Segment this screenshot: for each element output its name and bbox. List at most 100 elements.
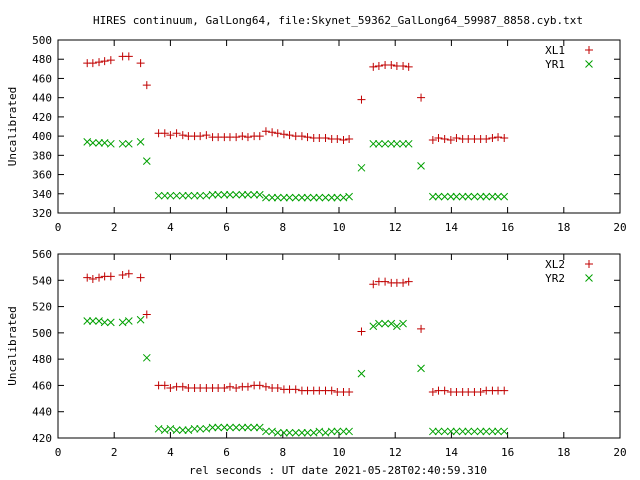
data-point — [375, 319, 383, 328]
data-point — [244, 423, 252, 432]
data-point — [142, 81, 151, 90]
data-point — [387, 60, 396, 69]
data-point — [417, 93, 426, 102]
x-tick-label: 10 — [332, 221, 345, 234]
data-point — [298, 193, 306, 202]
data-point — [440, 134, 449, 143]
x-tick-label: 6 — [223, 446, 230, 459]
y-axis-label: Uncalibrated — [6, 306, 19, 385]
data-point — [208, 423, 217, 432]
data-point — [470, 427, 479, 436]
data-point — [88, 59, 97, 68]
data-point — [452, 427, 461, 436]
data-point — [106, 272, 115, 281]
x-tick-label: 16 — [501, 446, 514, 459]
x-tick-label: 12 — [389, 446, 402, 459]
legend-label: YR1 — [545, 58, 565, 71]
plot-frame — [57, 253, 621, 439]
data-point — [136, 273, 145, 282]
data-point — [488, 192, 497, 201]
y-tick-label: 560 — [32, 248, 52, 261]
data-point — [494, 192, 502, 201]
data-point — [327, 427, 336, 436]
data-point — [404, 277, 413, 286]
data-point — [202, 191, 211, 200]
data-point — [399, 278, 408, 287]
y-tick-label: 380 — [32, 149, 52, 162]
y-tick-label: 440 — [32, 92, 52, 105]
data-point — [399, 319, 407, 328]
data-point — [345, 192, 353, 201]
data-point — [315, 193, 324, 202]
data-point — [452, 192, 461, 201]
data-point — [285, 193, 294, 202]
data-point — [381, 277, 390, 286]
data-point — [273, 384, 282, 393]
data-point — [428, 388, 437, 396]
data-point — [369, 139, 378, 148]
data-point — [345, 134, 354, 143]
data-point — [124, 52, 133, 61]
panel-1: 0 2 4 6 8 10 12 14 16 18 20 320 340 360 380 400 420 440 46… — [6, 34, 627, 234]
data-point — [494, 427, 502, 436]
data-point — [166, 131, 175, 140]
data-point — [452, 134, 461, 143]
data-point — [136, 138, 145, 146]
data-point — [232, 384, 241, 393]
y-tick-label: 360 — [32, 169, 52, 182]
data-point — [369, 280, 378, 289]
data-point — [190, 424, 199, 433]
data-point — [154, 191, 163, 200]
plot-frame — [57, 39, 621, 214]
y-tick-label: 440 — [32, 406, 52, 419]
data-point — [172, 426, 181, 434]
data-point — [399, 61, 408, 70]
data-point — [321, 134, 330, 143]
data-point — [160, 191, 169, 200]
y-axis-label: Uncalibrated — [6, 87, 19, 166]
data-point — [399, 139, 407, 148]
data-point — [357, 163, 366, 172]
data-point — [95, 273, 104, 282]
data-point — [88, 274, 97, 283]
data-point — [172, 191, 181, 200]
data-point — [136, 59, 145, 68]
data-point — [106, 139, 115, 148]
data-point — [226, 190, 234, 199]
y-tick-label: 320 — [32, 207, 52, 220]
y-tick-label: 540 — [32, 274, 52, 287]
data-point — [273, 428, 282, 437]
x-axis-label: rel seconds : UT date 2021-05-28T02:40:5… — [189, 464, 487, 477]
data-point — [357, 95, 366, 104]
data-point — [476, 192, 485, 201]
data-point — [458, 427, 467, 436]
data-point — [434, 134, 443, 143]
data-point — [268, 128, 277, 137]
data-point — [458, 192, 467, 201]
panel-2: 0 2 4 6 8 10 12 14 16 18 20 420 440 460 480 500 520 540 56… — [6, 248, 627, 459]
data-point — [261, 127, 270, 136]
legend-marker — [585, 60, 593, 68]
data-point — [303, 193, 312, 202]
data-point — [327, 386, 336, 395]
data-point — [470, 192, 479, 201]
x-tick-label: 16 — [501, 221, 514, 234]
data-point — [446, 192, 455, 201]
x-tick-label: 18 — [557, 446, 570, 459]
data-point — [142, 310, 151, 319]
data-point — [404, 139, 413, 148]
data-point — [381, 319, 389, 328]
y-tick-label: 460 — [32, 379, 52, 392]
data-point — [280, 193, 288, 202]
data-point — [95, 58, 104, 67]
data-point — [196, 424, 205, 433]
data-point — [95, 138, 103, 147]
data-point — [172, 129, 181, 138]
series-xl2 — [83, 269, 509, 396]
data-point — [142, 157, 151, 165]
data-point — [393, 322, 401, 331]
data-point — [178, 426, 187, 434]
data-point — [238, 132, 247, 141]
data-point — [214, 423, 223, 432]
data-point — [214, 190, 223, 199]
